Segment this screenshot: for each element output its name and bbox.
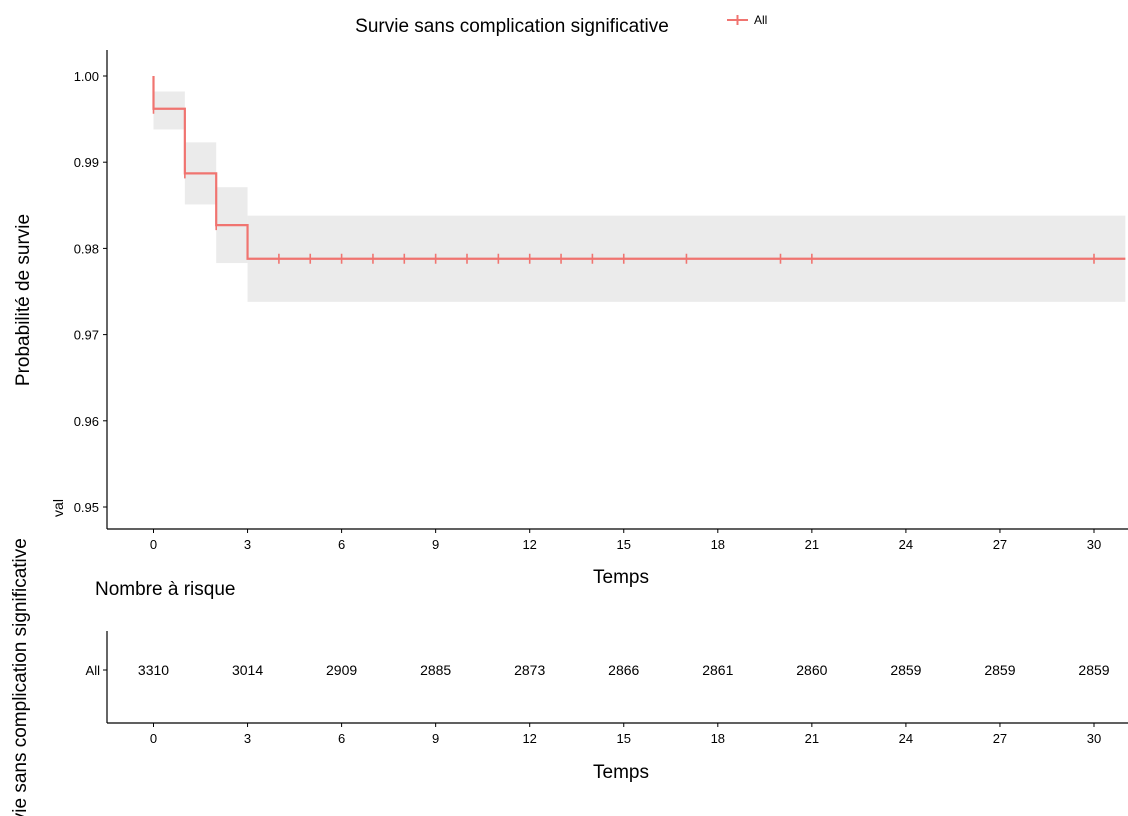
- legend-label: All: [754, 13, 767, 27]
- risk-value: 3014: [232, 662, 263, 678]
- risk-values: 3310 3014 2909 2885 2873 2866 2861 2860 2859 2859…: [138, 662, 1110, 678]
- risk-value: 2885: [420, 662, 451, 678]
- risk-value: 2860: [796, 662, 827, 678]
- x-tick-label: 12: [522, 537, 536, 552]
- risk-table-ylabel: Survie sans complication significative: [10, 538, 31, 816]
- x-tick-label: 21: [805, 731, 819, 746]
- risk-value: 2859: [1078, 662, 1109, 678]
- y-tick-label: 0.96: [74, 414, 99, 429]
- y-tick-label: 0.98: [74, 241, 99, 256]
- y-tick-label: 0.95: [74, 500, 99, 515]
- x-tick-label: 15: [617, 537, 631, 552]
- censor-marks: [152, 103, 1095, 264]
- confidence-band: [153, 91, 1126, 302]
- risk-table-title: Nombre à risque: [95, 579, 235, 600]
- risk-value: 2909: [326, 662, 357, 678]
- x-tick-label: 15: [617, 731, 631, 746]
- x-tick-label: 9: [432, 537, 439, 552]
- x-tick-label: 0: [150, 537, 157, 552]
- x-tick-label: 3: [244, 731, 251, 746]
- risk-value: 2859: [984, 662, 1015, 678]
- x-tick-label: 24: [899, 731, 913, 746]
- risk-value: 2866: [608, 662, 639, 678]
- risk-value: 2873: [514, 662, 545, 678]
- y-axis-ticks: 0.95 0.96 0.97 0.98 0.99 1.00: [74, 69, 107, 515]
- x-tick-label: 12: [522, 731, 536, 746]
- x-tick-label: 9: [432, 731, 439, 746]
- ci-band-segment-0: [153, 91, 185, 130]
- y-tick-label: 0.97: [74, 328, 99, 343]
- x-tick-label: 30: [1087, 731, 1101, 746]
- x-tick-label: 24: [899, 537, 913, 552]
- y-tick-label: 1.00: [74, 69, 99, 84]
- x-axis-title: Temps: [593, 567, 649, 588]
- risk-value: 2861: [702, 662, 733, 678]
- x-tick-label: 18: [711, 537, 725, 552]
- x-tick-label: 27: [993, 731, 1007, 746]
- x-tick-label: 3: [244, 537, 251, 552]
- chart-title: Survie sans complication significative: [355, 16, 669, 37]
- x-tick-label: 6: [338, 731, 345, 746]
- x-tick-label: 21: [805, 537, 819, 552]
- y-axis-title: Probabilité de survie: [13, 214, 34, 386]
- x-tick-label: 30: [1087, 537, 1101, 552]
- x-tick-label: 6: [338, 537, 345, 552]
- y-tick-label: 0.99: [74, 155, 99, 170]
- x-axis-ticks: 0 3 6 9 12 15 18 21 24 27 30: [150, 529, 1101, 552]
- x-tick-label: 27: [993, 537, 1007, 552]
- risk-value: 3310: [138, 662, 169, 678]
- risk-x-axis-title: Temps: [593, 762, 649, 783]
- risk-x-axis-ticks: 0 3 6 9 12 15 18 21 24 27 30: [150, 723, 1101, 746]
- survival-curve-all: [152, 76, 1126, 260]
- risk-value: 2859: [890, 662, 921, 678]
- survival-curve-layer: [152, 76, 1126, 260]
- x-tick-label: 18: [711, 731, 725, 746]
- y-axis-small-label: val: [50, 499, 66, 517]
- risk-row-label: All: [86, 663, 101, 678]
- x-tick-label: 0: [150, 731, 157, 746]
